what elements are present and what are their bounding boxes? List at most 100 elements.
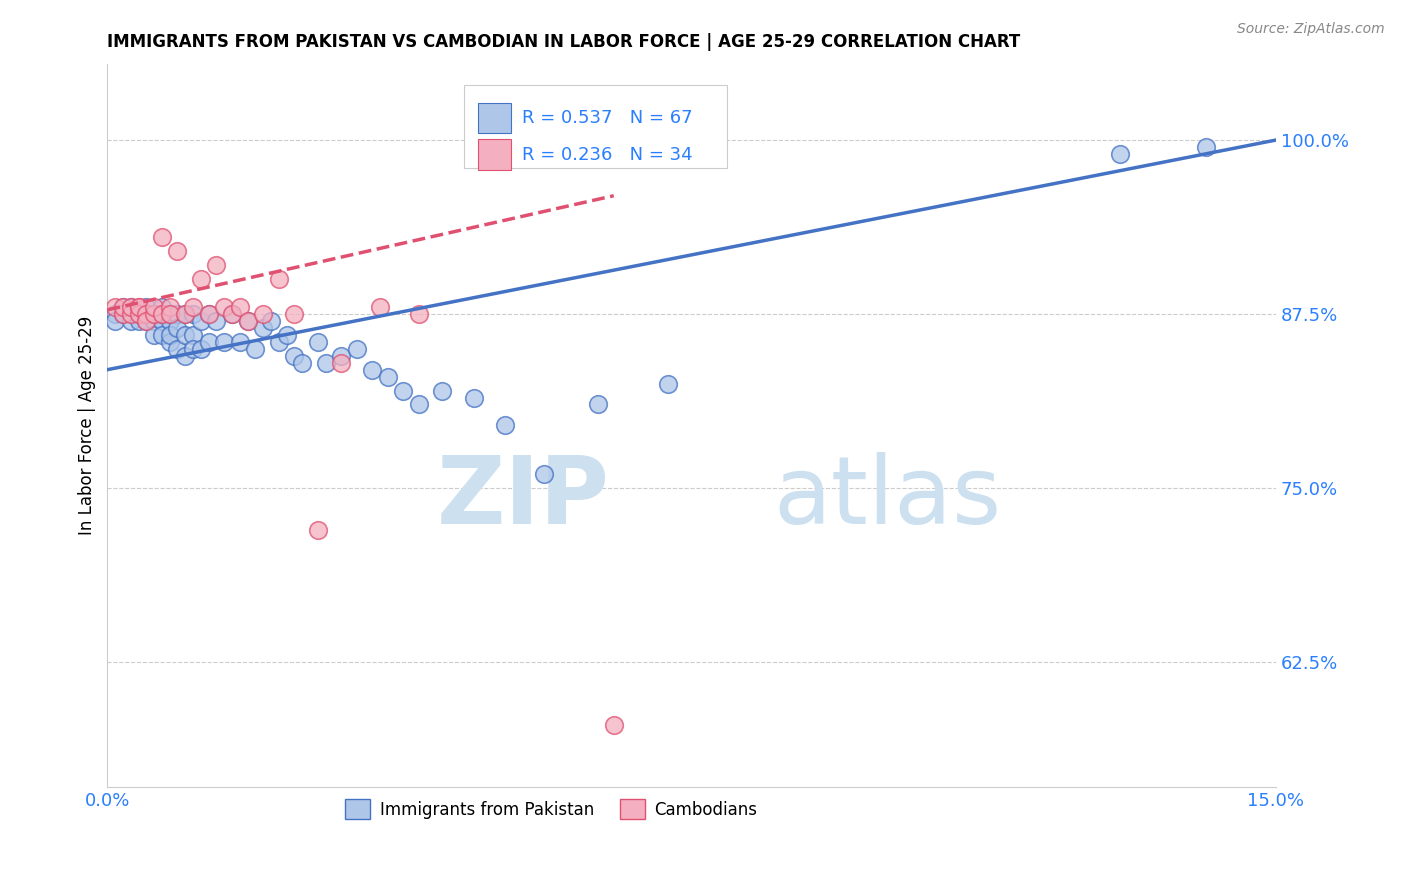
Text: R = 0.236   N = 34: R = 0.236 N = 34 (522, 145, 693, 163)
Point (408, 397, 430, 411)
Point (1195, 140, 1218, 154)
Point (135, 314, 157, 328)
Point (135, 314, 157, 328)
Point (368, 300, 391, 314)
Point (197, 307, 219, 321)
Point (181, 327, 204, 342)
Point (603, 717, 626, 731)
Point (128, 307, 150, 321)
Point (291, 356, 314, 370)
Point (150, 307, 173, 321)
Point (143, 327, 166, 342)
Point (159, 307, 181, 321)
Point (181, 307, 204, 321)
Point (120, 307, 142, 321)
FancyBboxPatch shape (478, 103, 510, 133)
Point (252, 307, 274, 321)
Point (392, 384, 415, 398)
Point (197, 307, 219, 321)
Y-axis label: In Labor Force | Age 25-29: In Labor Force | Age 25-29 (79, 316, 96, 535)
Point (150, 314, 173, 328)
Point (221, 307, 243, 321)
Point (166, 321, 188, 335)
Point (408, 307, 430, 321)
Point (276, 327, 298, 342)
Point (221, 307, 243, 321)
Point (260, 314, 283, 328)
Point (159, 334, 181, 349)
Point (120, 307, 142, 321)
Point (307, 334, 329, 349)
Point (205, 314, 228, 328)
Text: IMMIGRANTS FROM PAKISTAN VS CAMBODIAN IN LABOR FORCE | AGE 25-29 CORRELATION CHA: IMMIGRANTS FROM PAKISTAN VS CAMBODIAN IN… (107, 33, 1021, 51)
Point (229, 334, 252, 349)
Point (143, 307, 166, 321)
Point (283, 349, 305, 363)
Point (150, 307, 173, 321)
Point (120, 300, 142, 314)
Point (128, 314, 150, 328)
Point (377, 369, 399, 384)
Point (150, 230, 173, 244)
Point (128, 300, 150, 314)
Text: atlas: atlas (773, 451, 1001, 544)
Point (533, 467, 555, 481)
Point (245, 342, 267, 356)
Point (190, 314, 212, 328)
Point (463, 391, 485, 405)
Point (143, 307, 166, 321)
Point (128, 300, 150, 314)
Point (190, 342, 212, 356)
Point (111, 307, 134, 321)
Point (128, 307, 150, 321)
Point (120, 314, 142, 328)
Point (283, 307, 305, 321)
Point (166, 307, 188, 321)
Point (307, 523, 329, 537)
Point (432, 384, 454, 398)
Point (236, 314, 259, 328)
Point (229, 300, 252, 314)
Legend: Immigrants from Pakistan, Cambodians: Immigrants from Pakistan, Cambodians (339, 792, 765, 826)
FancyBboxPatch shape (464, 86, 727, 169)
Point (1109, 147, 1132, 161)
Text: ZIP: ZIP (437, 451, 610, 544)
Point (190, 272, 212, 286)
Point (128, 307, 150, 321)
Point (586, 397, 609, 411)
Point (267, 334, 290, 349)
Point (330, 356, 353, 370)
Point (166, 244, 188, 259)
Point (120, 300, 142, 314)
Point (150, 327, 173, 342)
Point (494, 418, 516, 433)
Point (159, 307, 181, 321)
Point (135, 300, 157, 314)
Point (166, 342, 188, 356)
Text: Source: ZipAtlas.com: Source: ZipAtlas.com (1237, 22, 1385, 37)
Point (135, 307, 157, 321)
Point (104, 314, 127, 328)
Point (330, 349, 353, 363)
Point (174, 307, 197, 321)
Point (104, 307, 127, 321)
Point (212, 300, 235, 314)
Point (174, 307, 197, 321)
Text: R = 0.537   N = 67: R = 0.537 N = 67 (522, 109, 693, 127)
Point (174, 327, 197, 342)
Point (104, 300, 127, 314)
Point (346, 342, 368, 356)
Point (361, 362, 384, 376)
Point (159, 327, 181, 342)
Point (197, 334, 219, 349)
Point (205, 258, 228, 272)
Point (252, 321, 274, 335)
Point (111, 300, 134, 314)
Point (159, 300, 181, 314)
Point (212, 334, 235, 349)
Point (181, 300, 204, 314)
Point (135, 307, 157, 321)
Point (236, 314, 259, 328)
Point (135, 307, 157, 321)
Point (143, 300, 166, 314)
